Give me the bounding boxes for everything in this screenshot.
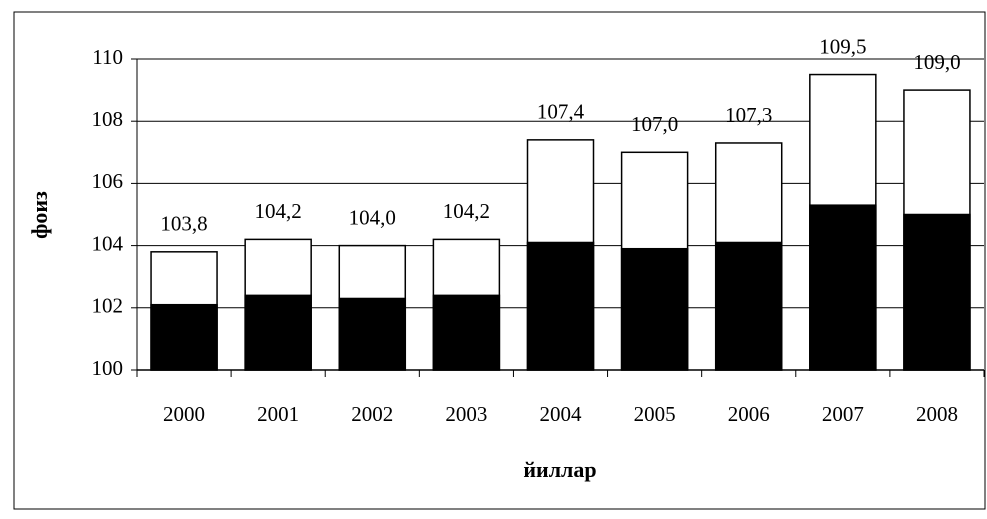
x-tick-label: 2002 — [351, 402, 393, 426]
x-axis-title: йиллар — [523, 457, 596, 482]
y-tick-label: 110 — [92, 45, 123, 69]
data-label: 104,2 — [443, 199, 490, 223]
bar — [526, 241, 595, 371]
y-tick-label: 102 — [92, 294, 124, 318]
data-label: 109,0 — [913, 50, 960, 74]
data-label: 104,0 — [349, 205, 396, 229]
data-label: 107,3 — [725, 103, 772, 127]
y-tick-label: 106 — [92, 169, 124, 193]
x-tick-label: 2006 — [728, 402, 770, 426]
bar — [809, 204, 877, 371]
x-tick-label: 2005 — [634, 402, 676, 426]
x-tick-label: 2008 — [916, 402, 958, 426]
bar — [432, 294, 501, 371]
data-label: 109,5 — [819, 34, 866, 58]
bar — [714, 241, 783, 371]
bar — [338, 297, 407, 371]
x-tick-label: 2004 — [540, 402, 583, 426]
data-label: 107,0 — [631, 112, 678, 136]
x-tick-label: 2007 — [822, 402, 864, 426]
x-tick-label: 2000 — [163, 402, 205, 426]
bar — [150, 303, 218, 371]
y-tick-label: 100 — [92, 356, 124, 380]
y-tick-label: 104 — [92, 231, 124, 255]
data-label: 103,8 — [160, 212, 207, 236]
data-label: 104,2 — [255, 199, 302, 223]
x-tick-label: 2001 — [257, 402, 299, 426]
y-tick-label: 108 — [92, 107, 124, 131]
bar — [244, 294, 312, 371]
data-label: 107,4 — [537, 100, 585, 124]
chart-frame — [13, 11, 986, 510]
y-axis-title: фоиз — [27, 191, 52, 239]
bar — [620, 247, 689, 371]
bar — [903, 213, 971, 371]
x-tick-label: 2003 — [445, 402, 487, 426]
